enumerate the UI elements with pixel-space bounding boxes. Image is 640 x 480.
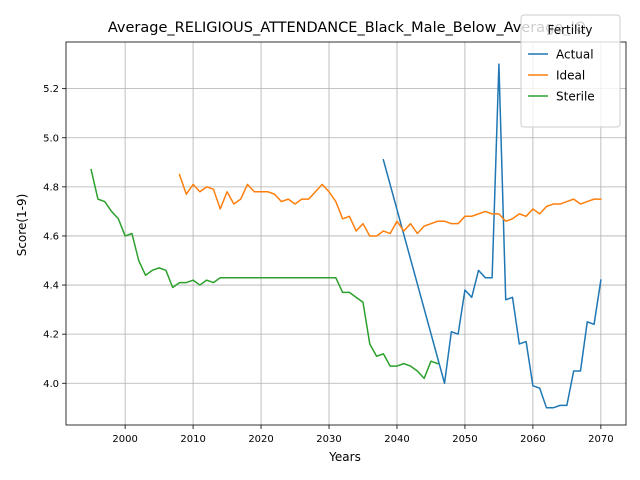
- y-tick-label: 4.4: [43, 281, 59, 292]
- chart-title: Average_RELIGIOUS_ATTENDANCE_Black_Male_…: [108, 20, 586, 36]
- y-tick-label: 4.8: [43, 182, 59, 193]
- y-tick-label: 4.0: [43, 379, 59, 390]
- x-tick-label: 2030: [316, 434, 341, 445]
- legend-box: [520, 14, 621, 128]
- legend: Fertility Actual Ideal Sterile: [520, 14, 621, 128]
- x-axis-ticks: 2000 2010 2020 2030 2040 2050 2060 2070: [112, 425, 614, 445]
- x-tick-label: 2000: [112, 434, 137, 445]
- y-tick-label: 5.0: [43, 133, 59, 144]
- x-tick-label: 2040: [384, 434, 409, 445]
- plot-area-frame: [65, 41, 627, 426]
- x-tick-label: 2020: [248, 434, 273, 445]
- series-line-sterile: [90, 168, 439, 380]
- y-axis-ticks: 4.0 4.2 4.4 4.6 4.8 5.0 5.2: [43, 84, 66, 390]
- legend-label-sterile: Sterile: [556, 90, 595, 104]
- series-line-actual: [382, 63, 602, 409]
- legend-label-ideal: Ideal: [556, 69, 585, 83]
- x-tick-label: 2060: [520, 434, 545, 445]
- x-tick-label: 2010: [180, 434, 205, 445]
- series-lines: [90, 63, 602, 409]
- series-line-ideal: [178, 173, 602, 237]
- y-tick-label: 5.2: [43, 84, 59, 95]
- x-axis-label: Years: [328, 450, 361, 464]
- y-tick-label: 4.2: [43, 330, 59, 341]
- x-tick-label: 2050: [452, 434, 477, 445]
- y-axis-label: Score(1-9): [15, 194, 29, 257]
- legend-title: Fertility: [547, 23, 592, 37]
- y-tick-label: 4.6: [43, 231, 59, 242]
- legend-items: Actual Ideal Sterile: [528, 48, 595, 104]
- x-tick-label: 2070: [588, 434, 613, 445]
- legend-label-actual: Actual: [556, 48, 594, 62]
